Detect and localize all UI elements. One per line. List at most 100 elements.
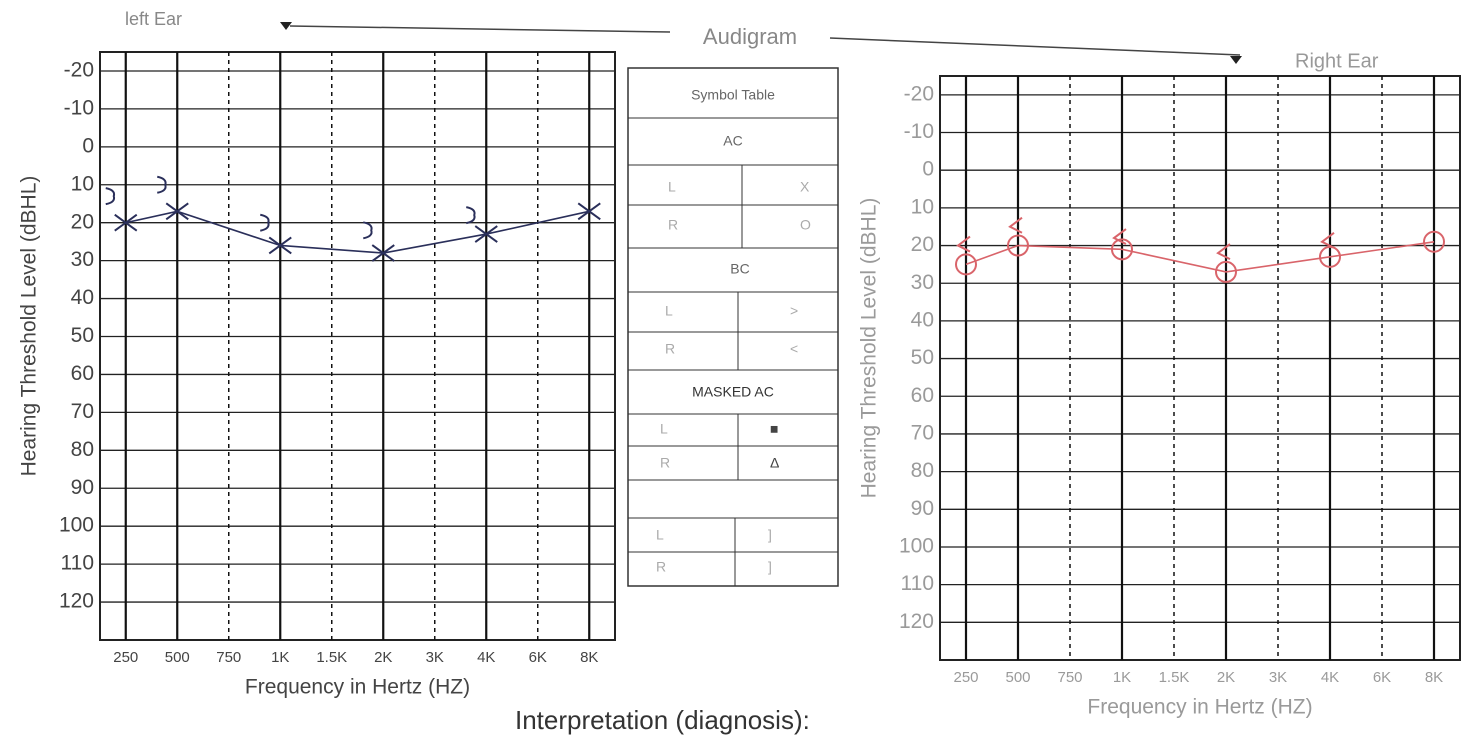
x-tick-label: 1.5K [1159,669,1190,686]
table-cell: X [800,179,810,195]
x-tick-label: 750 [1057,669,1082,686]
audiogram: -20 -10 0 10 20 30 40 50 60 70 80 90 100 110 120 250 500… [18,51,616,699]
y-tick-label: 30 [71,248,94,271]
y-tick-label: 90 [71,476,94,499]
table-cell: L [656,527,664,543]
x-tick-label: 2K [374,649,392,666]
x-tick-label: 250 [113,649,138,666]
y-tick-label: 0 [922,158,934,181]
y-tick-label: 20 [911,233,934,256]
ac-marker [1423,230,1445,253]
threshold-line [965,240,1435,273]
table-border [627,67,839,587]
y-axis-title: Hearing Threshold Level (dBHL) [858,198,881,499]
y-tick-label: 30 [911,271,934,294]
x-tick-label: 4K [1321,669,1339,686]
table-section: MASKED AC [692,384,774,400]
table-cell: < [790,341,798,357]
plot-frame [99,51,616,641]
symbol-table: Symbol Table AC L X R O BC L > R < MASKE… [627,67,839,587]
arrow-head [1230,56,1242,64]
x-tick-label: 4K [477,649,495,666]
ac-marker [955,253,977,276]
x-tick-label: 3K [1269,669,1287,686]
x-axis-title: Frequency in Hertz (HZ) [1087,696,1312,719]
arrow-line [289,25,671,33]
y-axis-title: Hearing Threshold Level (dBHL) [18,176,41,477]
y-tick-label: 80 [71,438,94,461]
y-tick-label: 10 [71,172,94,195]
y-tick-label: 0 [82,134,94,157]
y-tick-label: -20 [904,82,934,105]
y-tick-label: -10 [904,120,934,143]
x-tick-label: 500 [1005,669,1030,686]
x-tick-label: 2K [1217,669,1235,686]
ac-marker [371,244,395,262]
table-cell: L [668,179,676,195]
y-tick-label: 120 [899,610,934,633]
y-tick-label: 80 [911,459,934,482]
ac-marker [268,236,292,255]
y-tick-label: 60 [911,384,934,407]
bc-marker [1216,243,1231,260]
x-tick-label: 6K [1373,669,1391,686]
bc-marker [260,213,270,232]
ac-marker [165,202,189,221]
ac-marker [474,225,498,243]
table-cell: ■ [770,421,778,437]
bc-marker [1112,228,1127,245]
table-cell: R [665,341,675,357]
bc-marker [363,221,373,240]
x-tick-label: 500 [165,649,190,666]
y-tick-label: 100 [59,514,94,537]
bc-marker [1008,216,1023,234]
table-section: AC [723,133,742,149]
x-tick-label: 6K [529,649,547,666]
ac-marker [1215,260,1237,283]
ac-marker [1007,234,1029,257]
table-cell: ] [768,527,772,543]
y-tick-label: 90 [911,497,934,520]
y-tick-label: 40 [71,286,94,309]
y-tick-label: 60 [71,362,94,385]
table-cell: L [660,421,668,437]
table-cell: R [668,217,678,233]
audiogram: -20 -10 0 10 20 30 40 50 60 70 80 90 100 110 120 250 500… [858,75,1461,719]
right-ear-label: Right Ear [1295,50,1379,72]
bc-marker [157,175,167,194]
y-tick-label: 100 [899,535,934,558]
y-tick-label: 10 [911,195,934,218]
x-tick-label: 8K [580,649,598,666]
y-tick-label: -20 [64,59,94,82]
plot-frame [939,75,1461,661]
ac-marker [577,202,601,221]
bc-marker [1320,231,1335,249]
x-tick-label: 8K [1425,669,1443,686]
table-cell: Δ [770,455,779,471]
y-tick-label: 50 [911,346,934,369]
table-title: Symbol Table [691,87,775,103]
bc-marker [466,206,476,225]
x-tick-label: 1K [1113,669,1131,686]
title: Audigram [703,24,797,49]
table-cell: ] [768,559,772,575]
bc-marker [956,235,971,253]
y-tick-label: -10 [64,96,94,119]
x-tick-label: 750 [216,649,241,666]
ac-marker [114,213,138,232]
table-cell: > [790,303,798,319]
x-tick-label: 3K [426,649,444,666]
arrow-line [829,37,1241,56]
x-axis-title: Frequency in Hertz (HZ) [245,676,470,699]
x-tick-label: 1K [271,649,289,666]
table-section: BC [730,261,749,277]
y-tick-label: 70 [911,421,934,444]
ac-marker [1111,238,1133,261]
y-tick-label: 70 [71,400,94,423]
table-cell: L [665,303,673,319]
table-cell: O [800,217,811,233]
left-ear-label: left Ear [125,9,182,29]
threshold-line [125,210,590,254]
